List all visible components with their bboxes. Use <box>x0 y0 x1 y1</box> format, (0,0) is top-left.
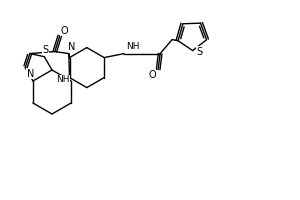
Text: H: H <box>131 42 137 51</box>
Text: O: O <box>60 26 68 36</box>
Text: O: O <box>148 70 156 80</box>
Text: NH: NH <box>128 42 141 51</box>
Text: S: S <box>196 47 203 57</box>
Text: NH: NH <box>56 75 70 84</box>
Text: S: S <box>42 45 48 55</box>
Text: NH: NH <box>126 42 140 51</box>
Text: N: N <box>27 69 34 79</box>
Text: N: N <box>68 42 76 52</box>
